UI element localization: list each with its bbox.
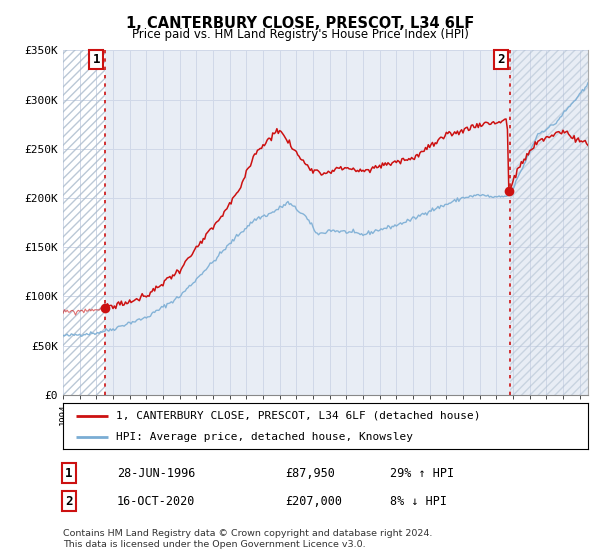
Bar xyxy=(509,50,588,395)
Text: 1: 1 xyxy=(92,53,100,66)
Bar xyxy=(63,50,104,395)
Text: £207,000: £207,000 xyxy=(285,494,342,508)
Text: 1: 1 xyxy=(65,466,73,480)
Bar xyxy=(63,50,104,395)
Text: 29% ↑ HPI: 29% ↑ HPI xyxy=(390,466,454,480)
Text: Price paid vs. HM Land Registry's House Price Index (HPI): Price paid vs. HM Land Registry's House … xyxy=(131,28,469,41)
Text: HPI: Average price, detached house, Knowsley: HPI: Average price, detached house, Know… xyxy=(115,432,413,442)
Text: 2: 2 xyxy=(497,53,505,66)
Text: Contains HM Land Registry data © Crown copyright and database right 2024.
This d: Contains HM Land Registry data © Crown c… xyxy=(63,529,433,549)
Text: £87,950: £87,950 xyxy=(285,466,335,480)
Text: 16-OCT-2020: 16-OCT-2020 xyxy=(117,494,196,508)
Text: 2: 2 xyxy=(65,494,73,508)
Text: 1, CANTERBURY CLOSE, PRESCOT, L34 6LF (detached house): 1, CANTERBURY CLOSE, PRESCOT, L34 6LF (d… xyxy=(115,410,480,421)
Text: 1, CANTERBURY CLOSE, PRESCOT, L34 6LF: 1, CANTERBURY CLOSE, PRESCOT, L34 6LF xyxy=(126,16,474,31)
Text: 28-JUN-1996: 28-JUN-1996 xyxy=(117,466,196,480)
Text: 8% ↓ HPI: 8% ↓ HPI xyxy=(390,494,447,508)
